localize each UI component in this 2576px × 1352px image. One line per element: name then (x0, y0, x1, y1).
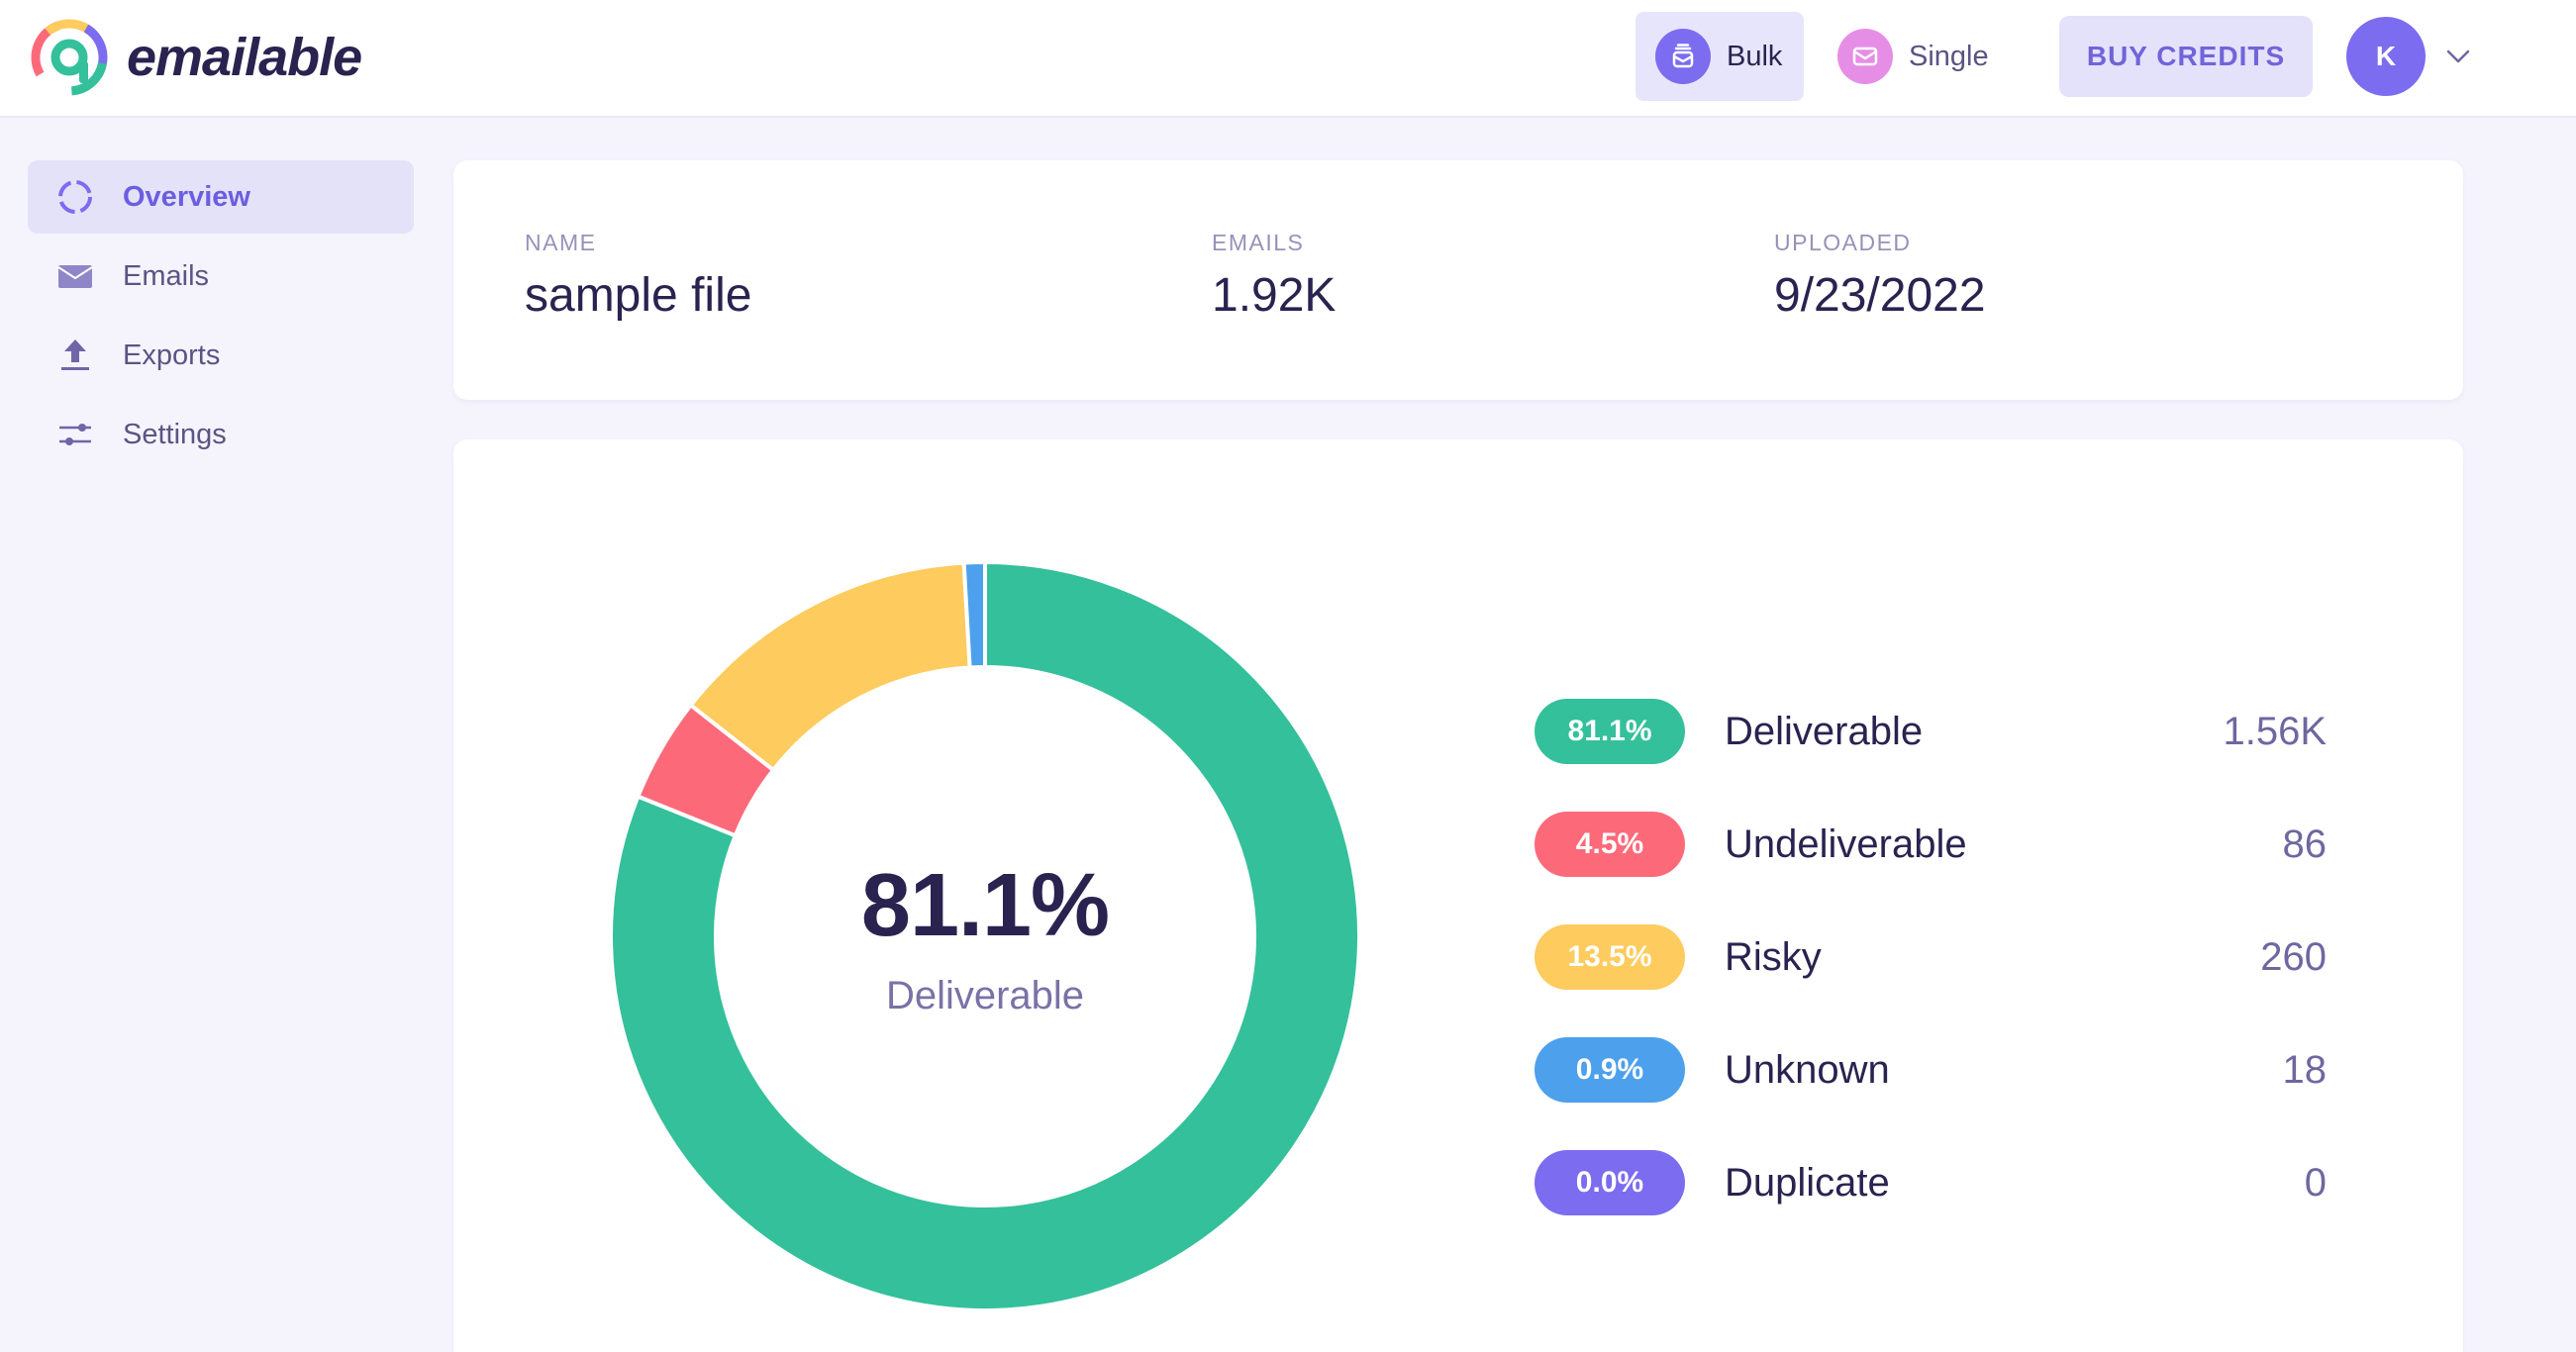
avatar[interactable]: K (2346, 17, 2426, 96)
sidebar-item-label: Exports (123, 338, 221, 371)
legend-percent-badge: 0.9% (1535, 1037, 1685, 1103)
sidebar: Overview Emails Exports Se (28, 160, 414, 477)
brand-name: emailable (127, 28, 362, 87)
upload-icon (55, 336, 95, 375)
emails-count-field: EMAILS 1.92K (1212, 230, 1336, 323)
uploaded-date-label: UPLOADED (1774, 230, 1912, 255)
top-header: emailable Bulk Single BUY CREDITS K (0, 0, 2576, 118)
legend-count-value: 18 (2282, 1047, 2328, 1092)
sidebar-item-label: Overview (123, 180, 250, 213)
uploaded-date-value: 9/23/2022 (1774, 269, 1986, 322)
file-info-card: NAME sample file EMAILS 1.92K UPLOADED 9… (453, 160, 2463, 400)
nav-single-label: Single (1909, 40, 1989, 72)
legend-category-label: Undeliverable (1725, 821, 1967, 866)
sidebar-item-settings[interactable]: Settings (28, 398, 414, 471)
uploaded-date-field: UPLOADED 9/23/2022 (1774, 230, 1986, 323)
nav-bulk-label: Bulk (1727, 40, 1783, 72)
results-chart-card: 81.1% Deliverable 81.1% Deliverable 1.56K 4… (453, 439, 2463, 1352)
emails-count-label: EMAILS (1212, 230, 1305, 255)
stack-icon (1655, 29, 1711, 84)
sidebar-item-label: Emails (123, 259, 210, 292)
legend-count-value: 0 (2304, 1160, 2327, 1205)
sidebar-item-overview[interactable]: Overview (28, 160, 414, 234)
sidebar-item-label: Settings (123, 418, 227, 450)
legend-category-label: Risky (1725, 934, 1822, 979)
legend-category-label: Unknown (1725, 1047, 1890, 1092)
donut-slice-unknown[interactable] (961, 560, 987, 670)
sidebar-item-exports[interactable]: Exports (28, 319, 414, 392)
sidebar-item-emails[interactable]: Emails (28, 240, 414, 313)
file-name-label: NAME (525, 230, 597, 255)
envelope-icon (1837, 29, 1893, 84)
nav-bulk-button[interactable]: Bulk (1635, 12, 1804, 101)
donut-center-label: Deliverable (885, 974, 1085, 1017)
donut-icon (55, 177, 95, 217)
legend-row-undeliverable[interactable]: 4.5% Undeliverable 86 (1535, 788, 2327, 901)
legend-count-value: 86 (2282, 821, 2328, 866)
donut-slice-risky[interactable] (687, 560, 972, 773)
file-name-field: NAME sample file (525, 230, 751, 323)
emails-count-value: 1.92K (1212, 269, 1337, 322)
emailable-logo-icon (31, 19, 108, 96)
legend-percent-badge: 81.1% (1535, 699, 1685, 764)
donut-slice-deliverable[interactable] (609, 560, 1361, 1312)
chevron-down-icon[interactable] (2441, 40, 2475, 73)
legend-row-risky[interactable]: 13.5% Risky 260 (1535, 901, 2327, 1014)
file-name-value: sample file (525, 269, 752, 322)
legend-count-value: 260 (2260, 934, 2327, 979)
nav-single-button[interactable]: Single (1832, 12, 2010, 101)
sliders-icon (55, 415, 95, 454)
buy-credits-button[interactable]: BUY CREDITS (2059, 16, 2313, 97)
brand-logo[interactable]: emailable (28, 16, 362, 99)
legend-category-label: Duplicate (1725, 1160, 1890, 1205)
chart-legend: 81.1% Deliverable 1.56K 4.5% Undeliverable 86… (1535, 675, 2327, 1239)
legend-percent-badge: 0.0% (1535, 1150, 1685, 1215)
legend-row-unknown[interactable]: 0.9% Unknown 18 (1535, 1014, 2327, 1126)
results-donut-chart (609, 560, 1361, 1312)
legend-category-label: Deliverable (1725, 709, 1924, 753)
legend-row-duplicate[interactable]: 0.0% Duplicate 0 (1535, 1126, 2327, 1239)
donut-center-percent: 81.1% (860, 856, 1110, 955)
legend-row-deliverable[interactable]: 81.1% Deliverable 1.56K (1535, 675, 2327, 788)
envelope-icon (55, 256, 95, 296)
legend-count-value: 1.56K (2223, 709, 2327, 753)
legend-percent-badge: 4.5% (1535, 812, 1685, 877)
legend-percent-badge: 13.5% (1535, 924, 1685, 990)
